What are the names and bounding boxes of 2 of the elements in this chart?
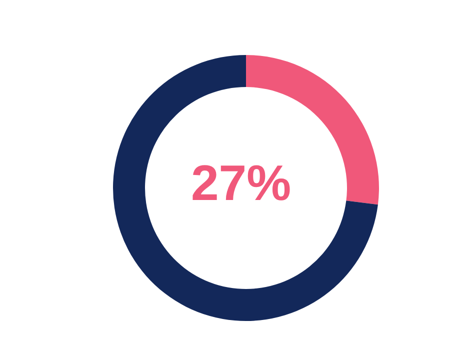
text: 27% <box>190 155 292 211</box>
donut-slice <box>113 55 378 321</box>
